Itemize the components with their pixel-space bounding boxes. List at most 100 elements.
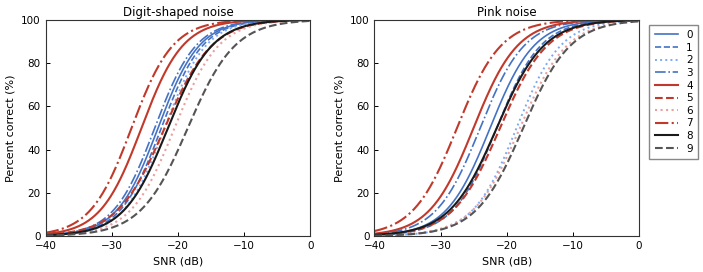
7	[498, 44, 506, 47]
1	[513, 79, 522, 82]
0	[185, 58, 193, 61]
8	[258, 21, 266, 24]
7	[513, 31, 522, 35]
Line: 9: 9	[375, 21, 639, 236]
2	[628, 19, 637, 23]
Line: 6: 6	[375, 21, 639, 236]
5	[635, 19, 643, 22]
1	[587, 21, 595, 24]
6	[41, 234, 50, 237]
5	[306, 18, 314, 22]
0	[41, 233, 50, 237]
6	[258, 22, 266, 25]
0	[299, 18, 308, 21]
6	[528, 100, 536, 103]
1	[258, 20, 266, 23]
6	[169, 131, 177, 134]
3	[628, 18, 637, 21]
2	[370, 234, 379, 237]
Line: 4: 4	[375, 20, 639, 234]
9	[199, 92, 207, 96]
Title: Pink noise: Pink noise	[477, 5, 536, 18]
8	[185, 79, 193, 82]
0	[635, 18, 643, 21]
3	[41, 233, 50, 237]
0	[513, 67, 522, 70]
1	[496, 118, 504, 121]
5	[299, 19, 308, 22]
4	[587, 19, 595, 22]
3	[496, 81, 504, 84]
7	[587, 18, 595, 22]
1	[41, 234, 50, 237]
9	[299, 20, 308, 23]
8	[199, 55, 207, 58]
4	[199, 29, 207, 32]
4	[169, 57, 177, 60]
1	[635, 18, 643, 22]
3	[258, 19, 266, 23]
9	[587, 30, 595, 33]
3	[587, 20, 595, 23]
Line: 7: 7	[375, 20, 639, 231]
4	[628, 18, 637, 21]
Legend: 0, 1, 2, 3, 4, 5, 6, 7, 8, 9: 0, 1, 2, 3, 4, 5, 6, 7, 8, 9	[650, 25, 698, 159]
7	[167, 46, 176, 49]
2	[299, 18, 308, 21]
2	[185, 69, 193, 73]
6	[587, 28, 595, 32]
3	[299, 18, 308, 21]
7	[299, 18, 308, 21]
4	[635, 18, 643, 21]
2	[167, 109, 176, 112]
8	[306, 18, 314, 22]
2	[528, 90, 536, 94]
9	[306, 19, 314, 23]
5	[628, 19, 637, 22]
4	[167, 60, 176, 63]
6	[628, 20, 637, 23]
9	[167, 163, 176, 166]
8	[496, 119, 504, 122]
5	[587, 23, 595, 26]
5	[185, 75, 193, 79]
5	[513, 88, 522, 91]
6	[306, 18, 314, 22]
7	[496, 45, 504, 48]
7	[258, 18, 266, 22]
1	[199, 44, 207, 47]
4	[185, 38, 193, 41]
0	[496, 102, 504, 106]
8	[41, 234, 50, 237]
Line: 0: 0	[375, 20, 639, 235]
8	[528, 58, 536, 61]
Y-axis label: Percent correct (%): Percent correct (%)	[6, 74, 15, 182]
Line: 3: 3	[46, 20, 310, 235]
Line: 8: 8	[46, 20, 310, 235]
7	[306, 18, 314, 21]
8	[299, 18, 308, 22]
X-axis label: SNR (dB): SNR (dB)	[482, 256, 531, 267]
Line: 0: 0	[46, 20, 310, 235]
4	[299, 18, 308, 21]
6	[513, 132, 522, 135]
9	[41, 234, 50, 237]
7	[169, 44, 177, 47]
1	[299, 18, 308, 21]
5	[496, 126, 504, 129]
5	[370, 233, 379, 237]
0	[628, 18, 637, 22]
3	[528, 37, 536, 40]
8	[370, 233, 379, 236]
0	[199, 40, 207, 43]
Line: 8: 8	[375, 20, 639, 235]
9	[258, 27, 266, 30]
Line: 2: 2	[46, 20, 310, 235]
8	[513, 82, 522, 85]
Line: 6: 6	[46, 20, 310, 235]
3	[370, 233, 379, 236]
Line: 5: 5	[46, 20, 310, 235]
2	[306, 18, 314, 21]
2	[587, 25, 595, 29]
8	[635, 18, 643, 22]
